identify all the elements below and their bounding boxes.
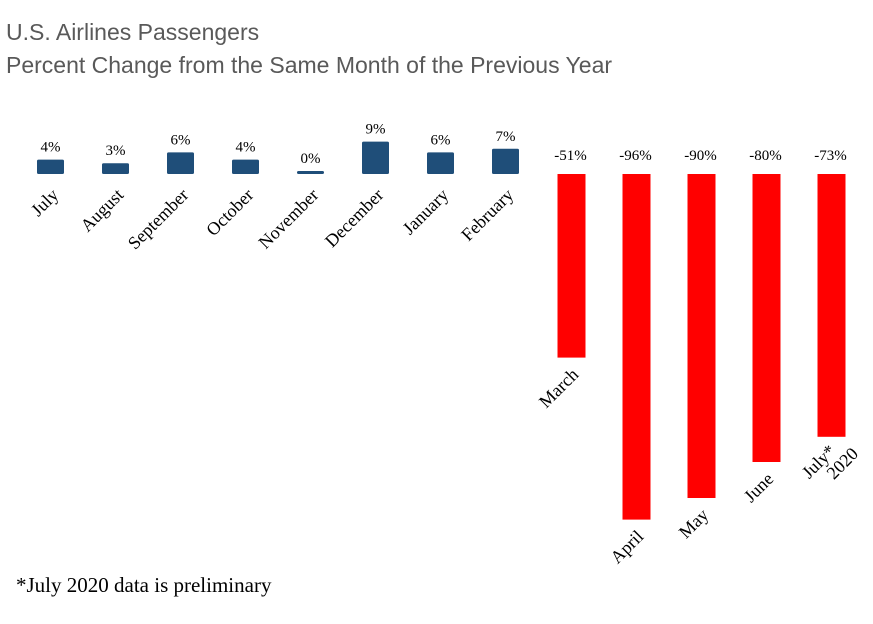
data-label-5: 9% — [366, 122, 386, 138]
category-label-0: July — [27, 185, 62, 220]
data-label-3: 4% — [236, 140, 256, 156]
bar-0 — [37, 159, 64, 174]
chart-subtitle: Percent Change from the Same Month of th… — [6, 52, 613, 78]
bar-1 — [102, 163, 129, 174]
data-label-0: 4% — [41, 140, 61, 156]
category-label-12: July*2020 — [798, 431, 862, 495]
data-label-1: 3% — [106, 143, 126, 159]
category-label-8: March — [535, 364, 582, 411]
bar-12 — [817, 174, 846, 437]
footnote: *July 2020 data is preliminary — [16, 573, 272, 597]
data-label-9: -96% — [619, 148, 652, 164]
bar-6 — [427, 152, 454, 174]
bar-2 — [167, 152, 194, 174]
bar-5 — [362, 141, 389, 174]
data-label-10: -90% — [684, 148, 717, 164]
bar-9 — [622, 174, 651, 520]
bar-8 — [557, 174, 586, 358]
bar-7 — [492, 148, 519, 174]
data-label-11: -80% — [749, 148, 782, 164]
chart-title: U.S. Airlines Passengers — [6, 19, 260, 45]
data-label-2: 6% — [171, 132, 191, 148]
category-label-7: February — [457, 185, 517, 245]
bar-4 — [297, 171, 324, 174]
data-label-6: 6% — [431, 132, 451, 148]
category-label-5: December — [321, 185, 387, 251]
data-label-7: 7% — [496, 129, 516, 145]
category-label-6: January — [399, 185, 453, 239]
data-label-4: 0% — [301, 151, 321, 167]
data-label-8: -51% — [554, 148, 587, 164]
category-label-3: October — [202, 185, 257, 240]
bar-11 — [752, 174, 781, 462]
category-label-9: April — [606, 526, 647, 567]
bar-3 — [232, 159, 259, 174]
data-label-12: -73% — [814, 148, 847, 164]
category-label-10: May — [675, 505, 712, 542]
category-label-4: November — [254, 185, 322, 253]
category-label-11: June — [740, 469, 777, 506]
bar-10 — [687, 174, 716, 498]
category-label-1: August — [76, 185, 127, 236]
category-label-2: September — [124, 185, 193, 254]
